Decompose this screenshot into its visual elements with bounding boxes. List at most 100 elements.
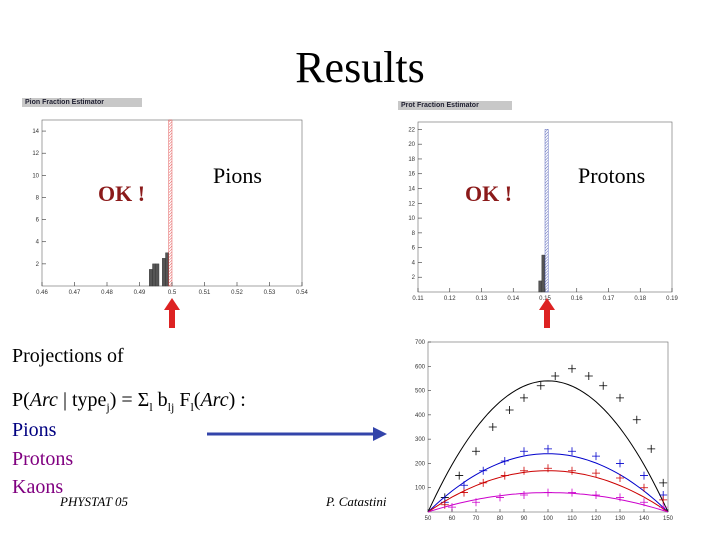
formula-sub: l — [149, 400, 153, 414]
data-point — [659, 495, 668, 504]
x-tick-label: 120 — [591, 516, 602, 522]
data-point — [544, 488, 552, 497]
x-tick-label: 0.51 — [199, 290, 211, 296]
y-tick-label: 22 — [408, 127, 415, 133]
formula-part: ) = Σ — [109, 389, 150, 411]
histogram-bar — [541, 254, 546, 293]
protons-text: Protons — [12, 448, 74, 470]
x-tick-label: 0.54 — [296, 290, 308, 296]
plot-frame — [427, 341, 669, 513]
histogram-bar — [165, 252, 169, 287]
x-tick-label: 0.46 — [36, 290, 48, 296]
data-point — [599, 381, 608, 390]
y-tick-label: 600 — [415, 364, 426, 370]
formula-part: ( — [193, 389, 201, 411]
y-tick-label: 2 — [36, 262, 40, 268]
y-tick-label: 700 — [415, 340, 426, 346]
data-point — [592, 469, 600, 478]
kaons-text: Kaons — [12, 476, 64, 498]
x-tick-label: 0.11 — [412, 296, 424, 302]
y-tick-label: 2 — [412, 275, 416, 281]
data-point — [479, 478, 488, 487]
y-tick-label: 12 — [408, 201, 415, 207]
data-point — [640, 471, 648, 480]
y-tick-label: 6 — [412, 246, 416, 252]
fit-curve — [427, 380, 669, 513]
data-point — [632, 415, 641, 424]
pion-fraction-histogram: 0.46 0.47 0.48 0.49 0.5 0.51 0.52 0.53 0.54 2 4 6 8 1… — [32, 119, 308, 296]
pions-text: Pions — [12, 419, 57, 441]
fit-curve — [427, 453, 669, 513]
x-tick-label: 0.53 — [264, 290, 276, 296]
histogram-bar — [544, 129, 549, 293]
x-tick-label: 140 — [639, 516, 650, 522]
proton-pointer-arrow — [539, 298, 555, 328]
data-point — [616, 474, 624, 482]
data-point — [592, 452, 600, 461]
data-point — [472, 447, 480, 456]
data-point — [640, 498, 648, 507]
formula-sub: l — [190, 400, 194, 414]
x-tick-label: 0.52 — [231, 290, 243, 296]
y-tick-label: 18 — [408, 157, 415, 163]
formula-sub: lj — [167, 400, 175, 414]
data-point — [584, 372, 593, 380]
data-point — [500, 457, 509, 465]
y-tick-label: 10 — [32, 173, 39, 179]
data-point — [568, 488, 576, 497]
data-point — [500, 471, 509, 480]
data-point — [616, 493, 624, 502]
histogram-bar — [538, 280, 543, 293]
data-point — [544, 444, 552, 453]
y-tick-label: 6 — [36, 218, 40, 224]
data-point — [659, 503, 668, 512]
x-tick-label: 0.12 — [444, 296, 456, 302]
proton-label: Protons — [578, 163, 646, 188]
y-tick-label: 500 — [415, 389, 426, 395]
x-tick-label: 130 — [615, 516, 626, 522]
projection-plot: 50 60 70 80 90 100 110 120 130 140 150 100 200 300 400… — [415, 340, 674, 522]
data-point — [536, 381, 545, 390]
x-tick-label: 0.19 — [666, 296, 678, 302]
y-tick-label: 8 — [36, 195, 40, 201]
x-tick-label: 50 — [425, 516, 432, 522]
data-point — [496, 493, 504, 502]
data-point — [616, 459, 624, 468]
data-point — [488, 423, 497, 431]
data-point — [520, 491, 528, 499]
slide-title: Results — [295, 43, 425, 92]
data-point — [659, 478, 668, 487]
projections-text: Projections of — [12, 345, 124, 367]
y-tick-label: 14 — [408, 187, 415, 193]
y-tick-label: 300 — [415, 437, 426, 443]
formula-part: F — [174, 389, 191, 411]
data-point — [544, 464, 552, 473]
x-tick-label: 0.18 — [634, 296, 646, 302]
x-tick-label: 0.14 — [507, 296, 519, 302]
data-point — [505, 406, 514, 414]
histogram-bar — [152, 263, 156, 287]
data-point — [616, 393, 624, 402]
x-tick-label: 0.13 — [476, 296, 488, 302]
x-tick-label: 0.5 — [168, 290, 177, 296]
y-tick-label: 4 — [412, 260, 416, 266]
proton-fraction-histogram: 0.11 0.12 0.13 0.14 0.15 0.16 0.17 0.18 0.19 2 4 6 8… — [408, 121, 678, 302]
data-point — [568, 447, 576, 456]
y-tick-label: 20 — [408, 142, 415, 148]
x-tick-label: 0.49 — [134, 290, 146, 296]
formula-part: b — [152, 389, 168, 411]
formula-arc: Arc — [29, 389, 58, 411]
formula-arc: Arc — [200, 389, 229, 411]
x-tick-label: 60 — [449, 516, 456, 522]
data-point — [647, 444, 656, 453]
x-tick-label: 70 — [473, 516, 480, 522]
data-point — [460, 481, 468, 490]
proton-ok-label: OK ! — [465, 181, 513, 206]
x-tick-label: 0.16 — [571, 296, 583, 302]
pion-ok-label: OK ! — [98, 181, 146, 206]
data-point — [479, 466, 488, 475]
y-tick-label: 100 — [415, 486, 426, 492]
x-tick-label: 110 — [567, 516, 577, 522]
x-tick-label: 0.47 — [69, 290, 81, 296]
footer-conference: PHYSTAT 05 — [60, 494, 129, 509]
